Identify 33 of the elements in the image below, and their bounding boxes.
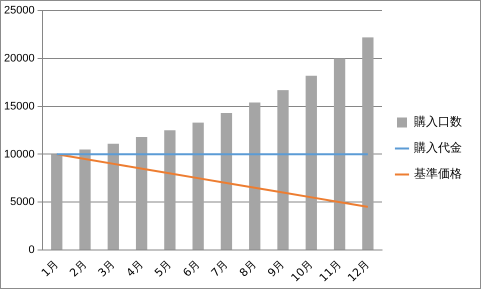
x-tick-label: 6月 [180, 258, 202, 280]
bar [79, 149, 91, 250]
bar [136, 137, 148, 250]
legend-label: 購入口数 [414, 114, 462, 129]
bar [362, 37, 374, 250]
x-tick-label: 11月 [316, 258, 344, 284]
bar [306, 76, 317, 250]
y-tick-label: 20000 [4, 52, 35, 65]
y-tick-label: 15000 [4, 100, 35, 112]
legend-label: 購入代金 [414, 140, 462, 155]
bar [164, 130, 176, 250]
x-tick-label: 2月 [67, 258, 90, 280]
x-tick-label: 7月 [208, 258, 231, 280]
x-tick-label: 4月 [124, 258, 146, 280]
x-tick-label: 10月 [288, 258, 316, 284]
legend-label: 基準価格 [414, 166, 462, 181]
bar [334, 58, 346, 250]
x-tick-label: 5月 [152, 258, 174, 280]
x-tick-label: 8月 [236, 258, 259, 280]
x-tick-label: 3月 [96, 258, 118, 280]
bar [277, 90, 289, 250]
bar [51, 154, 62, 250]
y-tick-label: 0 [28, 244, 35, 256]
bar [192, 122, 204, 250]
y-tick-label: 10000 [4, 148, 35, 160]
bar [220, 113, 232, 250]
x-tick-label: 12月 [345, 258, 372, 284]
x-tick-label: 9月 [265, 258, 288, 280]
bar [108, 144, 119, 250]
y-tick-label: 25000 [4, 4, 35, 17]
x-tick-label: 1月 [38, 258, 61, 280]
bar [249, 102, 260, 250]
y-tick-label: 5000 [10, 196, 35, 208]
